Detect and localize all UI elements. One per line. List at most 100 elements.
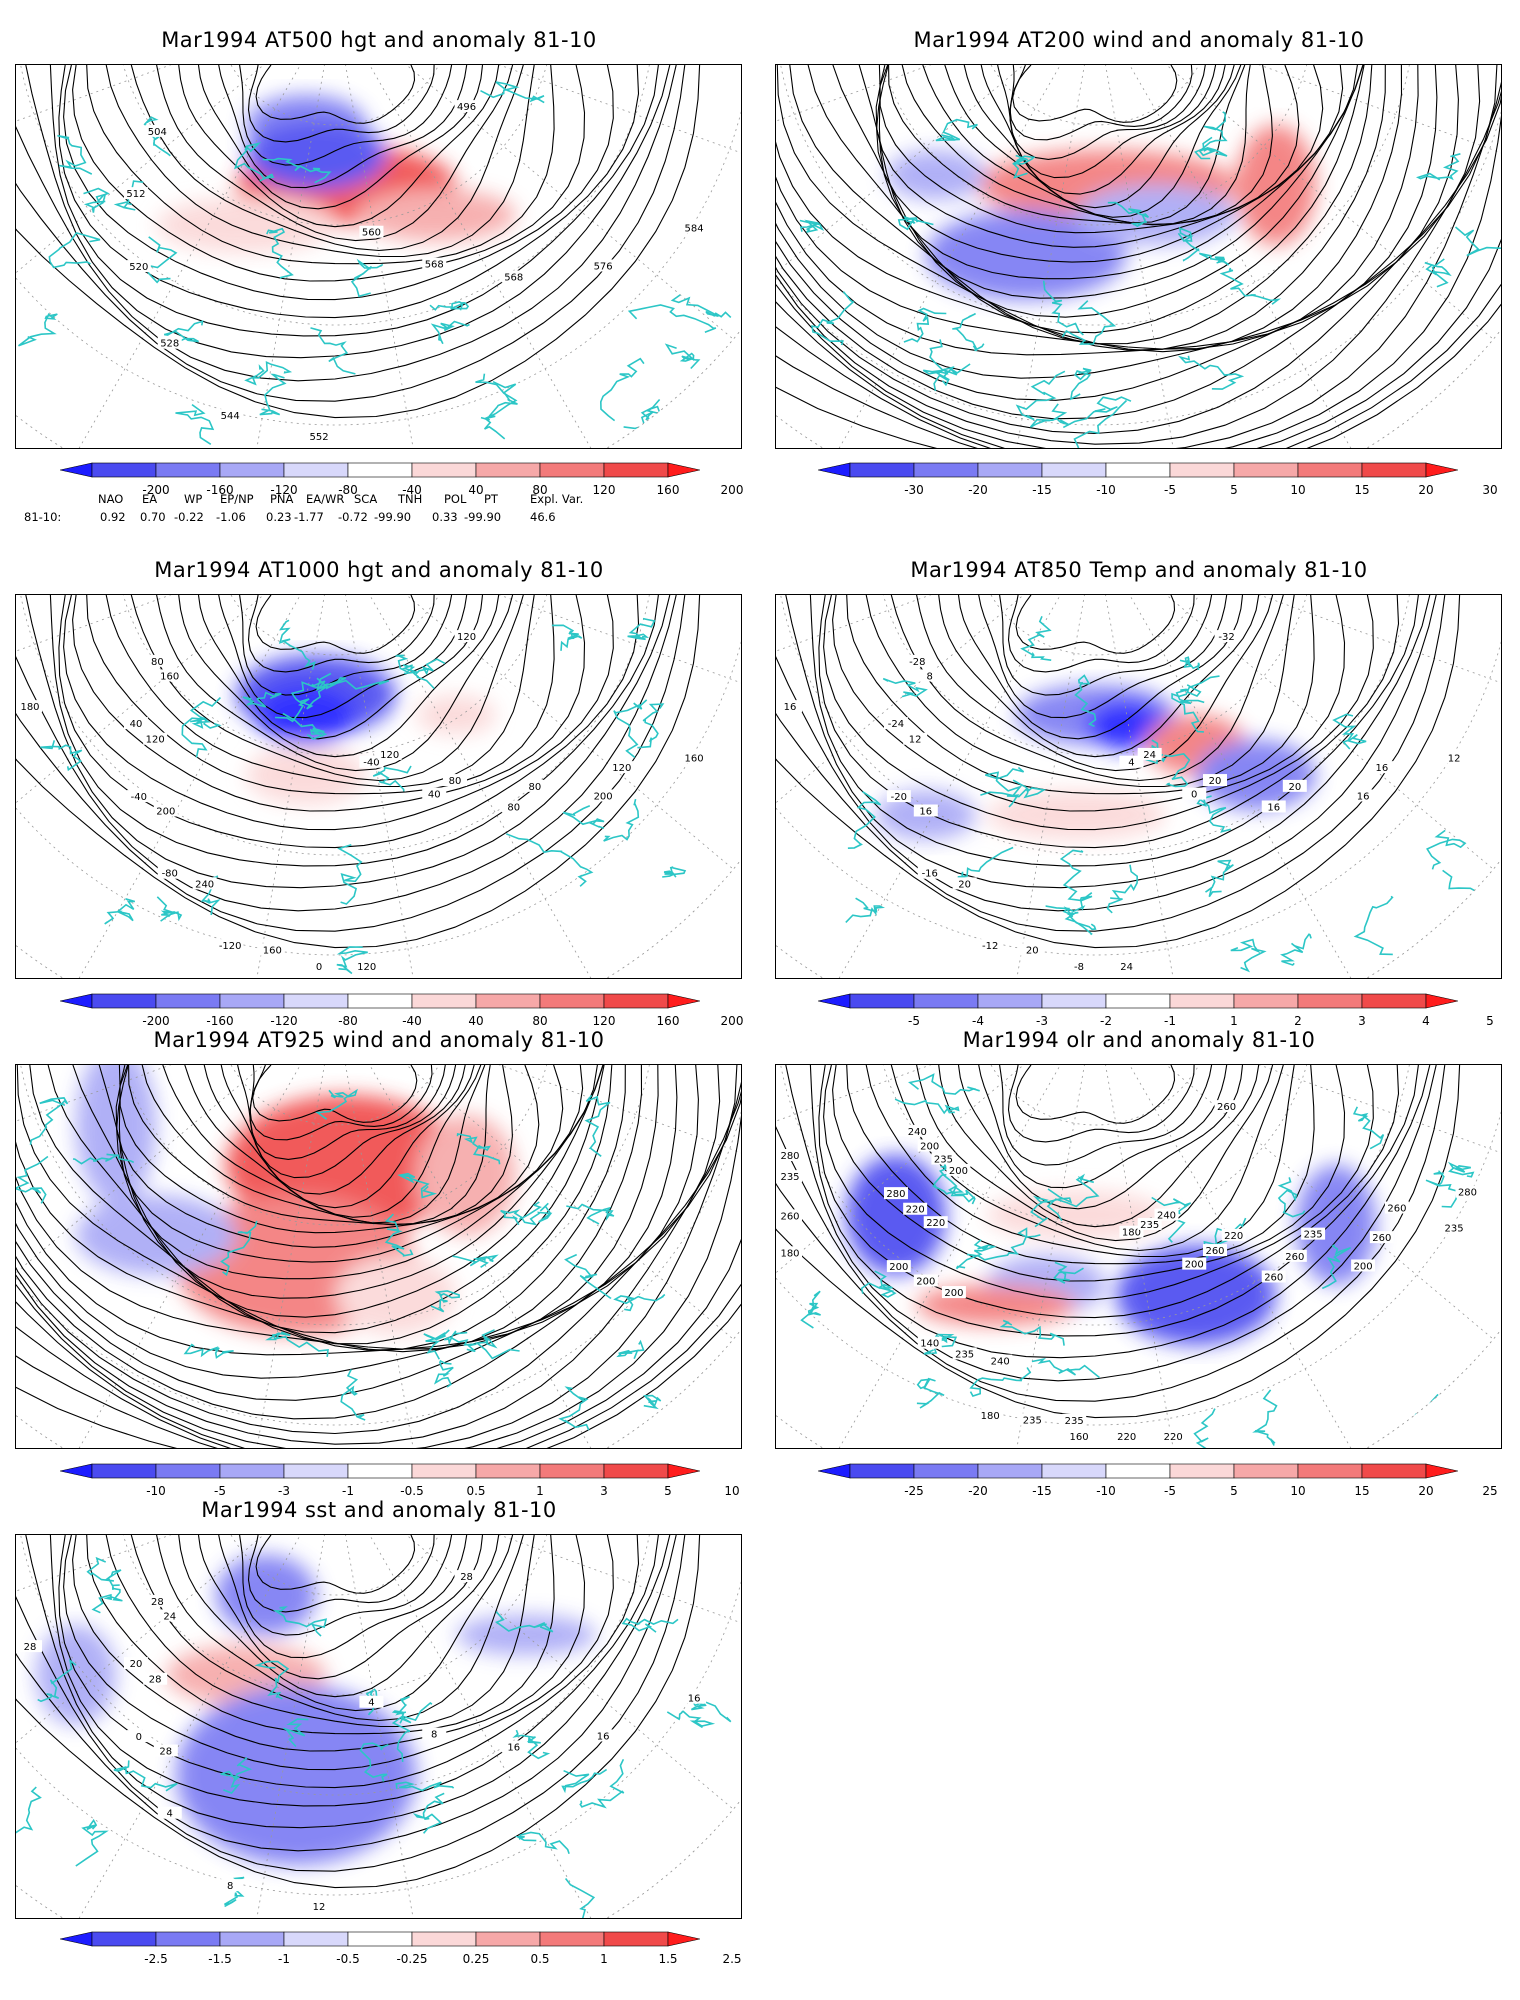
contour-line [105, 1535, 535, 1728]
coastline [16, 1155, 49, 1204]
tele-header: PNA [270, 492, 294, 506]
contour-label: -12 [982, 941, 998, 952]
contour-line [178, 65, 500, 228]
colorbar-segment [913, 462, 979, 478]
anomaly-shade [1116, 1245, 1276, 1345]
contour-label: 280 [886, 1189, 905, 1200]
contour-line [916, 595, 1274, 772]
coastline [613, 699, 648, 759]
contour-label: 528 [160, 339, 179, 350]
colorbar-segment [219, 1931, 285, 1947]
colorbar-tick-label: -10 [1096, 1484, 1116, 1498]
contour-line [218, 1535, 468, 1659]
contour-label: 235 [1023, 1415, 1042, 1426]
colorbar-tick-label: 20 [1418, 1484, 1434, 1498]
contour-label: 200 [916, 1276, 935, 1287]
coastline [310, 327, 356, 375]
map-panel-p850: Mar1994 AT850 Temp and anomaly 81-10 -32-… [775, 558, 1503, 980]
contour-label: 220 [926, 1218, 945, 1229]
contour-line [832, 595, 1346, 812]
contour-line [49, 1535, 659, 1807]
colorbar-segment [977, 1463, 1043, 1479]
colorbar-segment [539, 1931, 605, 1947]
contour-label: 160 [263, 945, 282, 956]
coastline [475, 1329, 520, 1360]
coastline [1029, 403, 1070, 428]
coastline [1151, 1196, 1192, 1243]
colorbar-tick-label: -10 [1096, 483, 1116, 497]
contour-label: 20 [958, 879, 971, 890]
contour-line [999, 1065, 1213, 1166]
colorbar-tick-label: -5 [1164, 483, 1176, 497]
contour-line [247, 595, 435, 673]
coastline [1447, 1161, 1475, 1178]
tele-header: SCA [354, 492, 378, 506]
colorbar-tick-label: -200 [142, 1014, 170, 1028]
colorbar-tick-label: 10 [1290, 483, 1306, 497]
contour-label: 280 [780, 1151, 799, 1162]
coastline [518, 1202, 553, 1226]
colorbar-tick-label: -40 [402, 1014, 422, 1028]
streamline [16, 1065, 626, 1351]
streamline [832, 65, 1364, 318]
tele-value: 0.92 [100, 510, 126, 524]
contour-line [776, 595, 1446, 932]
map-frame: 120 80 40 -40 -80 -120 0 -40 40 80 200 160 180 160 120… [15, 594, 742, 979]
tele-value: 46.6 [530, 510, 556, 524]
coastline [1415, 153, 1461, 181]
coastline [811, 291, 855, 346]
coastline [220, 1756, 253, 1794]
coastline [506, 833, 594, 887]
contour-line [16, 65, 677, 382]
colorbar-segment [219, 993, 285, 1009]
coastline [350, 258, 384, 298]
colorbar-tick-label: 40 [468, 1014, 484, 1028]
contour-line [247, 1535, 435, 1613]
coastline [800, 1290, 821, 1329]
colorbar-tick-label: 160 [656, 483, 680, 497]
contour-label: -28 [909, 657, 925, 668]
coastline [372, 765, 412, 792]
colorbar-tick-label: -1 [342, 1484, 354, 1498]
streamline [807, 65, 1365, 334]
colorbar-segment [411, 1931, 477, 1947]
coastline [1074, 674, 1097, 728]
coastline [935, 118, 978, 142]
coastline [359, 1742, 389, 1782]
colorbar-tick-label: -5 [1164, 1484, 1176, 1498]
contour-line [846, 1065, 1315, 1265]
coastline [966, 1227, 1041, 1261]
streamline [16, 1065, 738, 1420]
streamline [16, 1065, 678, 1356]
colorbar-segment [1105, 1463, 1171, 1479]
colorbar-tick-label: -10 [146, 1484, 166, 1498]
contour-label: 16 [1267, 802, 1280, 813]
anomaly-shade [986, 790, 1166, 840]
contour-line [776, 1065, 1437, 1382]
coastline [220, 1220, 258, 1277]
contour-label: 120 [380, 750, 399, 761]
streamline [16, 1065, 741, 1435]
colorbar-tick-label: -1 [278, 1952, 290, 1966]
coastline [1012, 154, 1036, 179]
coastline [799, 219, 825, 233]
contour-label: 80 [507, 802, 520, 813]
colorbar-p925: -10 -5 -3 -1 -0.5 0.5 1 3 5 10 [59, 1462, 740, 1502]
tele-header: TNH [398, 492, 423, 506]
streamline [128, 1065, 513, 1225]
coastline [181, 697, 221, 758]
coastline [1042, 280, 1084, 336]
coastline [1203, 1217, 1247, 1259]
colorbar-tick-label: -160 [206, 483, 234, 497]
colorbar-tick-label: 3 [1358, 1014, 1366, 1028]
contour-label: 240 [991, 1357, 1010, 1368]
contour-label: 12 [313, 1902, 326, 1913]
colorbar-segment [155, 1931, 221, 1947]
streamline [220, 1065, 466, 1195]
streamline [115, 1065, 564, 1248]
coastline [395, 1781, 455, 1792]
colorbar-tick-label: 80 [532, 1014, 548, 1028]
contour-label: 24 [163, 1611, 176, 1622]
contour-line [239, 65, 453, 166]
panel-title: Mar1994 AT500 hgt and anomaly 81-10 [161, 28, 597, 52]
